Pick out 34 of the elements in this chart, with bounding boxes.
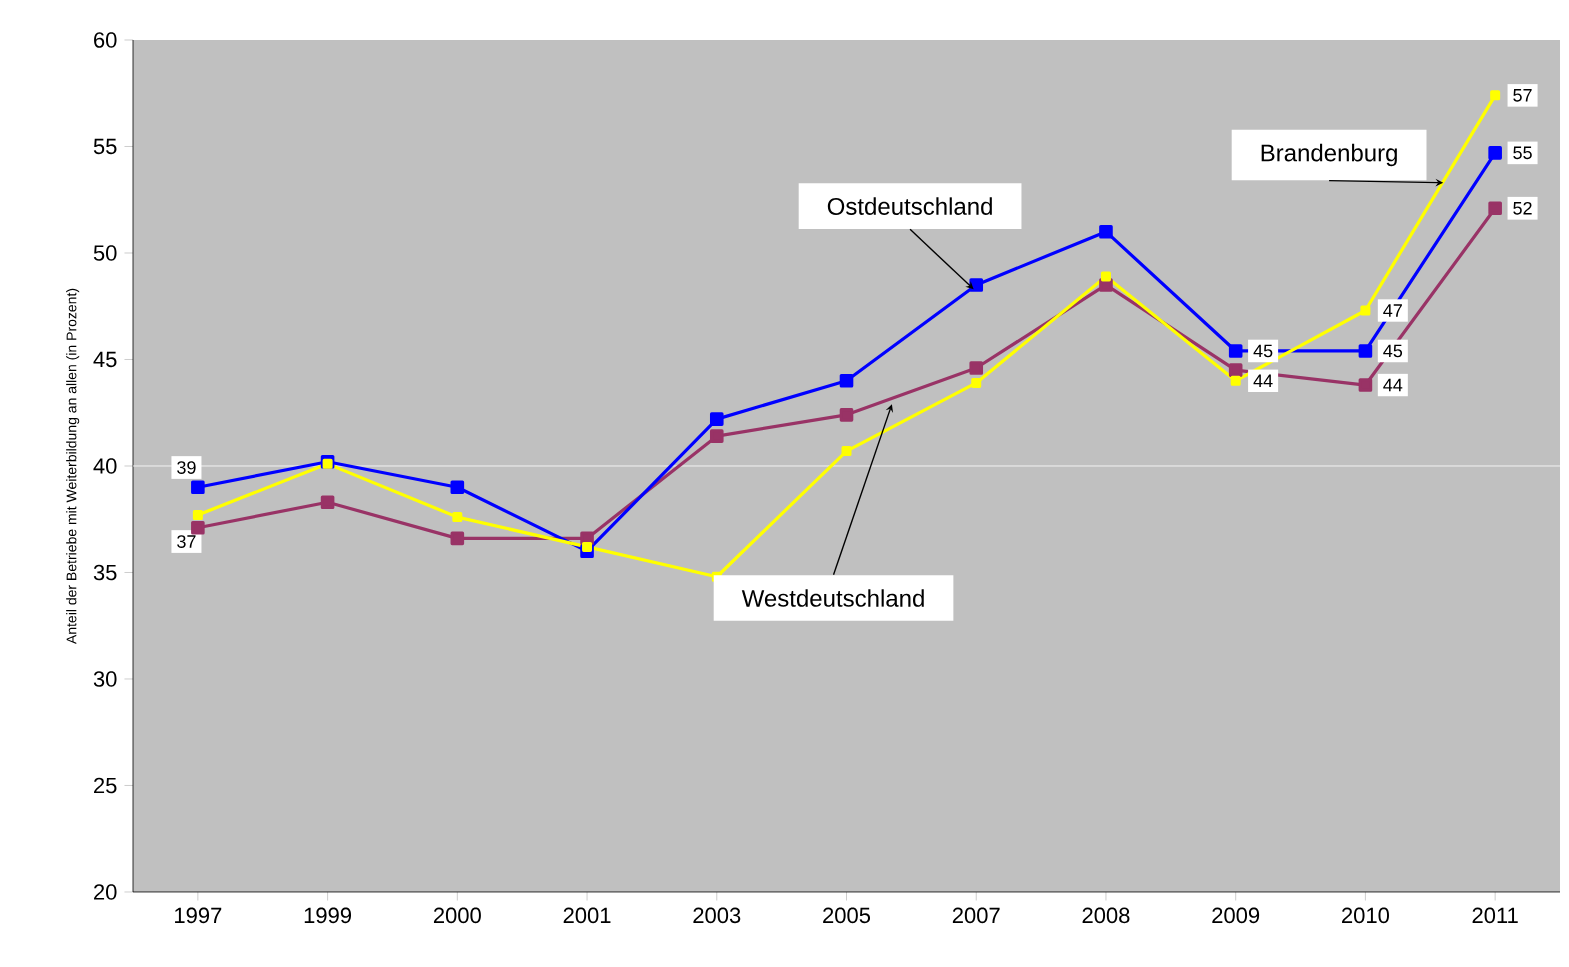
data-label: 37 xyxy=(177,535,196,548)
x-tick-label: 2000 xyxy=(433,907,481,924)
y-tick-label: 60 xyxy=(94,32,117,48)
data-label: 55 xyxy=(1513,146,1532,160)
data-label: 57 xyxy=(1513,89,1532,102)
data-label: 44 xyxy=(1253,374,1273,387)
y-tick-label: 55 xyxy=(93,138,117,155)
data-label: 45 xyxy=(1383,344,1403,358)
x-tick-label: 2005 xyxy=(823,907,871,924)
data-label: 39 xyxy=(177,461,196,474)
x-tick-label: 2009 xyxy=(1212,907,1260,924)
x-tick-label: 2010 xyxy=(1342,907,1389,924)
text: Westdeutschland xyxy=(741,589,924,607)
data-label: 45 xyxy=(1253,344,1273,358)
y-tick-label: 30 xyxy=(93,671,117,687)
data-label: 44 xyxy=(1383,378,1403,392)
y-tick-label: 25 xyxy=(94,777,117,794)
data-label: 52 xyxy=(1513,201,1532,215)
x-tick-label: 2008 xyxy=(1082,907,1130,924)
y-tick-label: 40 xyxy=(93,458,117,474)
x-tick-label: 2003 xyxy=(693,907,741,924)
x-tick-label: 1999 xyxy=(304,907,352,924)
y-tick-label: 45 xyxy=(93,351,117,368)
x-tick-label: 2007 xyxy=(952,907,1000,924)
y-tick-label: 35 xyxy=(93,564,117,581)
x-tick-label: 2011 xyxy=(1472,907,1518,924)
data-label: 47 xyxy=(1383,304,1402,317)
series-label: Brandenburg xyxy=(1261,143,1397,167)
x-tick-label: 1997 xyxy=(175,907,222,924)
y-axis-title: Anteil der Betriebe mit Weiterbildung an allen (in Prozent) xyxy=(66,288,80,645)
x-tick-label: 2001 xyxy=(563,907,611,924)
y-tick-label: 20 xyxy=(94,884,117,900)
text: Ostdeutschland xyxy=(827,197,992,215)
y-tick-label: 50 xyxy=(93,245,117,261)
